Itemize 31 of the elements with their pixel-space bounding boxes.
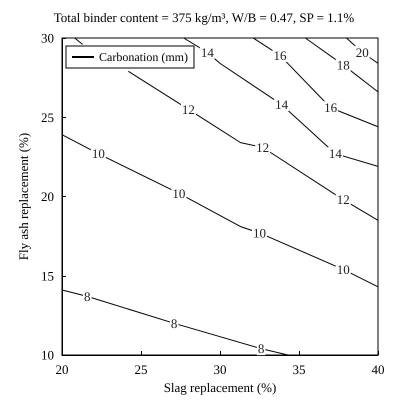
annotation: 10 <box>172 186 186 201</box>
annotation: 12 <box>336 192 350 208</box>
x-tick-label: 35 <box>292 362 306 377</box>
annotation: 20 <box>356 44 369 60</box>
x-tick-label: 40 <box>372 362 384 377</box>
x-axis-title: Slag replacement (%) <box>164 380 276 395</box>
annotation: 16 <box>274 48 288 63</box>
x-tick-label: 30 <box>214 362 226 377</box>
annotation: 14 <box>328 146 342 162</box>
y-tick-label: 25 <box>41 110 54 125</box>
annotation: 14 <box>275 97 289 112</box>
y-tick-label: 15 <box>41 268 54 284</box>
annotation: 14 <box>200 44 214 60</box>
y-tick-label: 20 <box>41 189 54 204</box>
x-tick-label: 20 <box>56 362 68 377</box>
y-axis-title: Fly ash replacement (%) <box>16 132 31 260</box>
annotation: 8 <box>84 288 91 304</box>
legend-label: Carbonation (mm) <box>99 50 188 64</box>
x-tick-label: 25 <box>134 362 148 377</box>
annotation: 10 <box>336 262 350 277</box>
chart-title: Total binder content = 375 kg/m³, W/B = 0.47, SP = 1.1% <box>54 10 354 25</box>
annotation: 12 <box>182 102 195 117</box>
y-tick-label: 30 <box>41 30 54 46</box>
annotation: 18 <box>336 57 350 72</box>
annotation: 8 <box>258 341 264 356</box>
annotation: 12 <box>256 140 270 155</box>
annotation: 10 <box>92 146 105 162</box>
annotation: 10 <box>253 225 266 240</box>
annotation: 8 <box>170 316 178 331</box>
y-tick-label: 10 <box>41 348 54 362</box>
annotation: 16 <box>324 100 338 116</box>
